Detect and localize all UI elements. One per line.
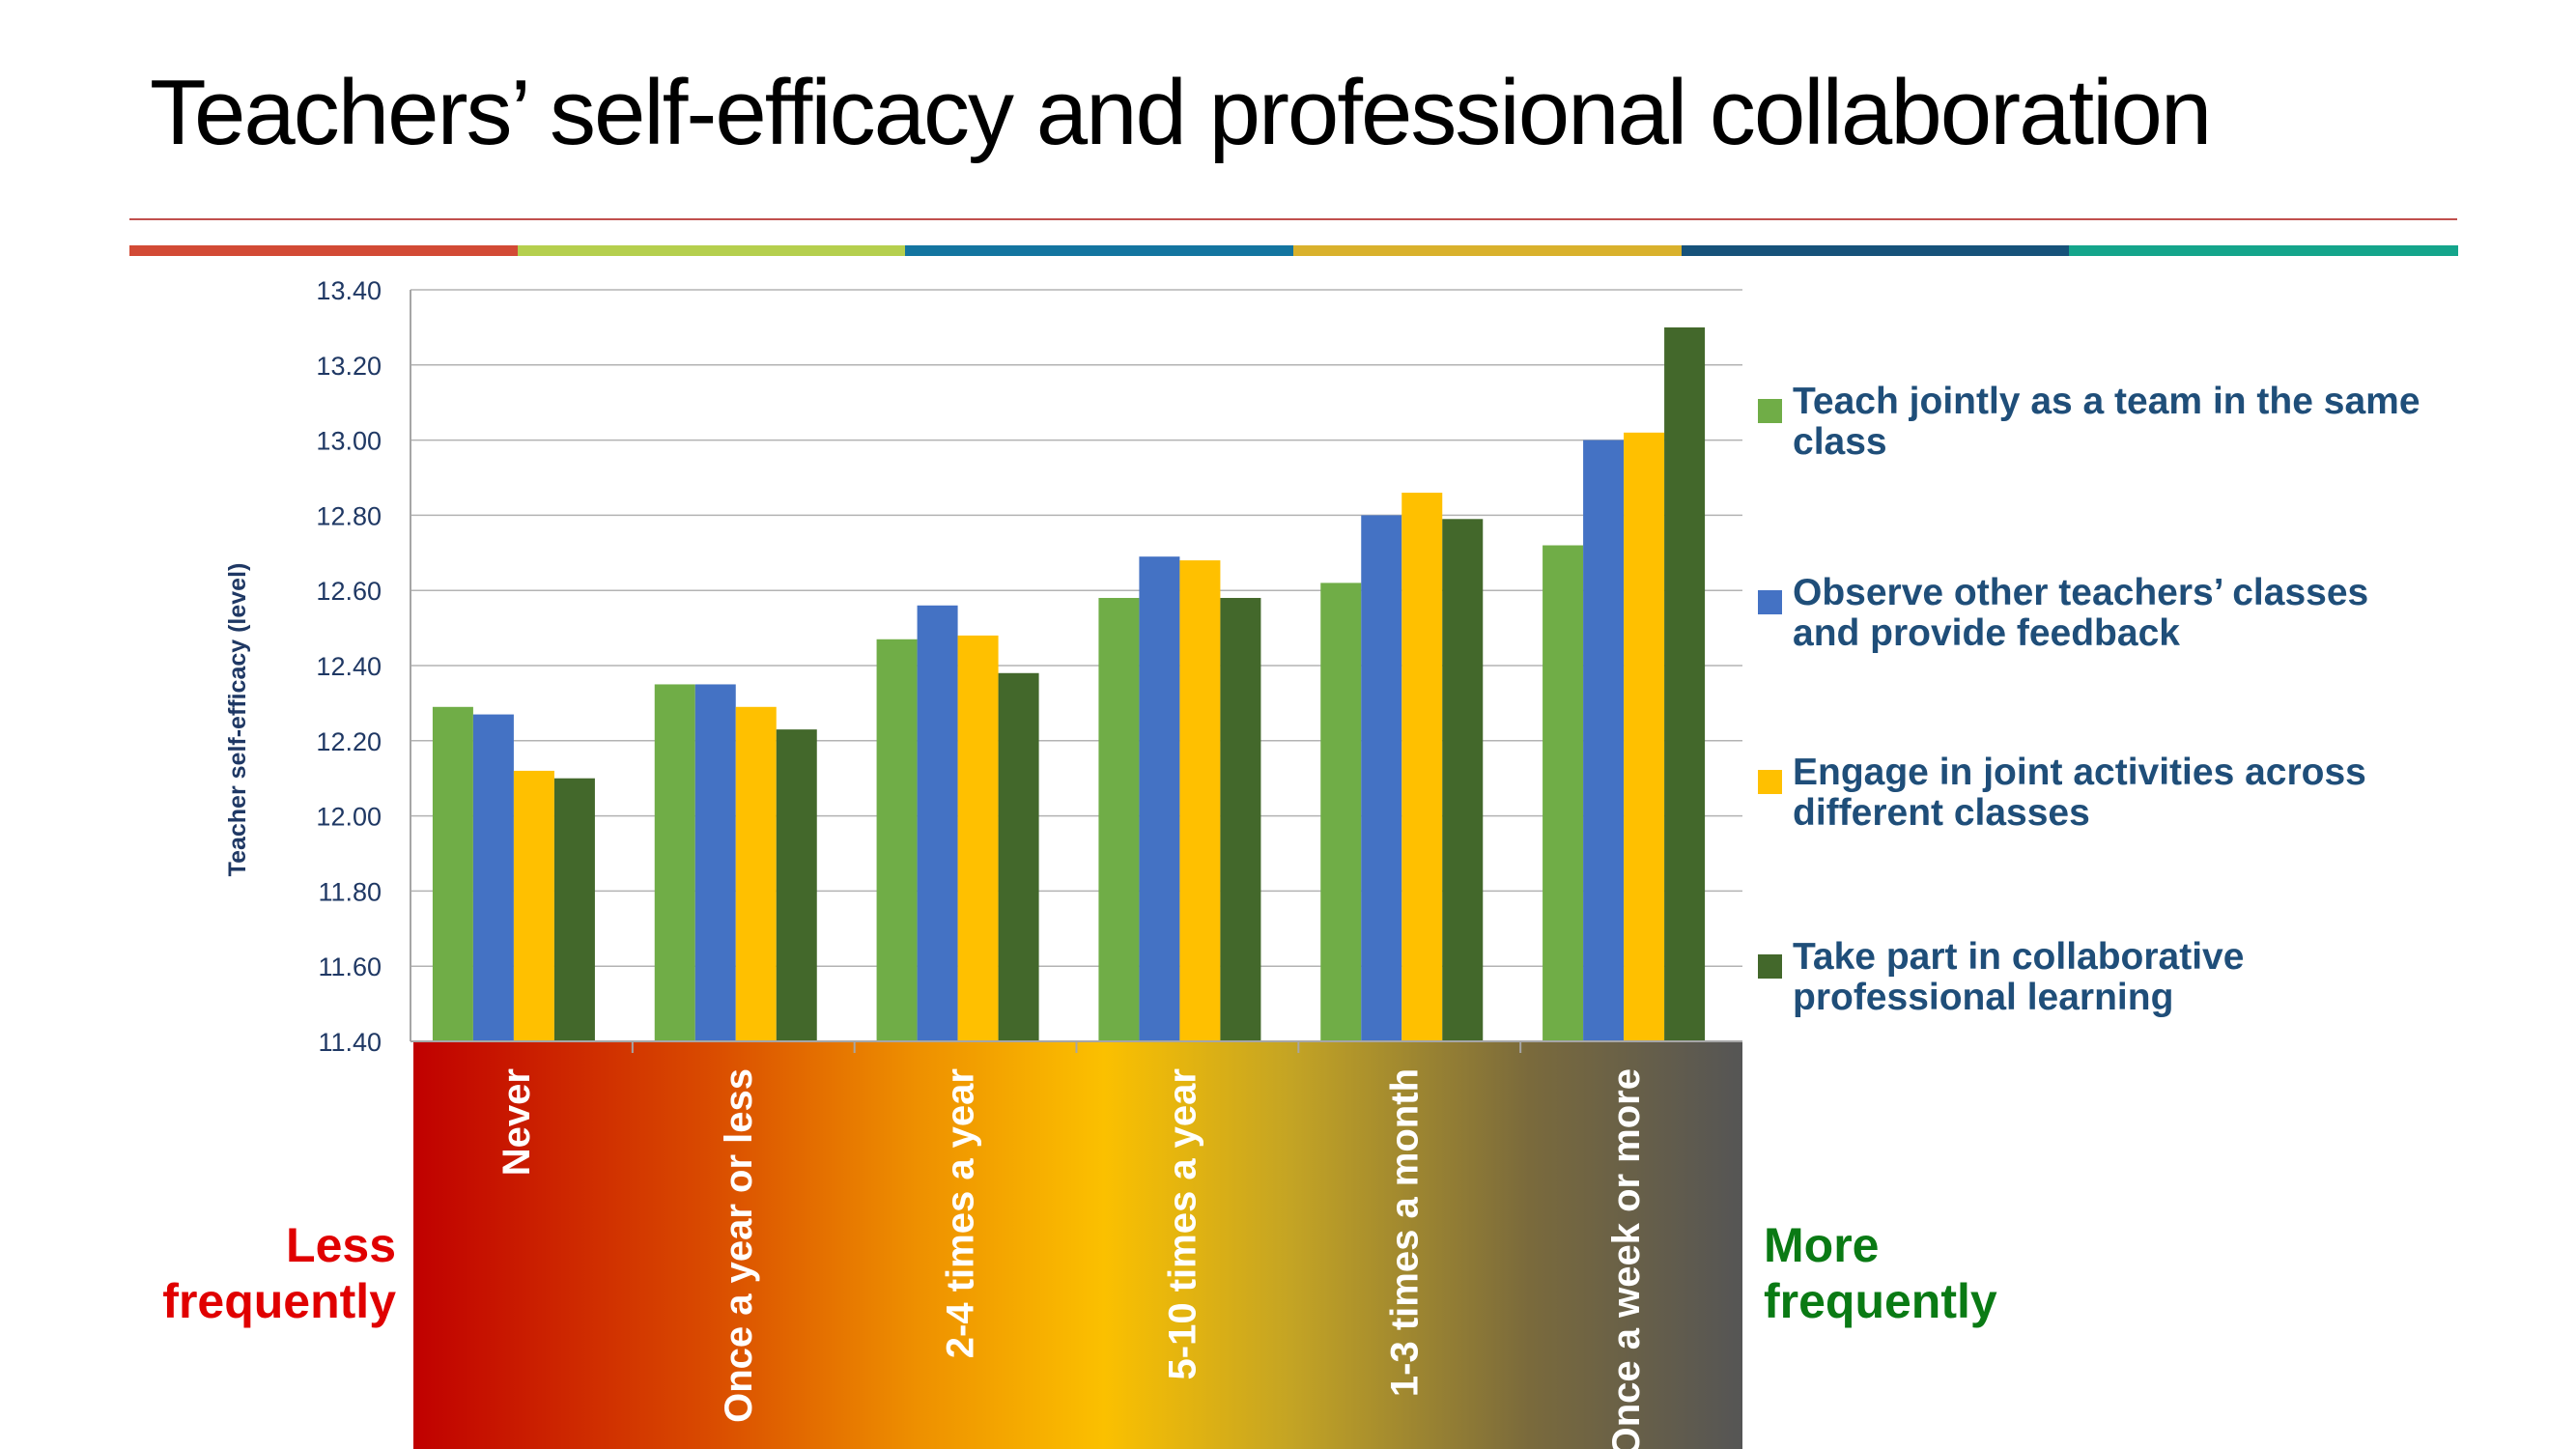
y-tick-label: 12.60 [316,577,382,606]
x-category-label: Once a year or less [718,1068,760,1423]
y-tick-label: 12.80 [316,501,382,530]
bar [1543,545,1584,1041]
bar [876,639,918,1041]
bar [1098,597,1140,1041]
bar [1361,515,1402,1041]
x-category-label: Never [495,1068,538,1176]
bar [654,684,695,1041]
bar [1583,440,1625,1042]
more-frequently-label: More frequently [1764,1217,2053,1329]
less-frequently-text: Less frequently [162,1218,396,1328]
y-tick-label: 13.00 [316,427,382,456]
y-tick-label: 12.00 [316,803,382,832]
legend-swatch [1758,770,1782,794]
bar [1664,327,1706,1041]
legend-label: Take part in collaborative professional … [1793,936,2245,1018]
legend-swatch [1758,590,1782,614]
x-category-label: 1-3 times a month [1383,1068,1426,1397]
bar [1401,493,1443,1041]
bar [1220,597,1261,1041]
bar [694,684,736,1041]
x-category-label: 5-10 times a year [1161,1068,1203,1379]
legend-swatch [1758,399,1782,423]
stripe-segment [129,245,519,256]
bar [917,605,958,1041]
bar [998,672,1039,1041]
stripe-segment [1681,245,2071,256]
bar [472,714,514,1041]
x-category-label: Once a week or more [1605,1068,1648,1449]
stripe-segment [905,245,1294,256]
bar [1179,560,1221,1041]
more-frequently-text: More frequently [1764,1218,1997,1328]
y-tick-label: 11.60 [318,952,382,981]
bar [1624,432,1665,1041]
y-tick-label: 12.20 [316,727,382,756]
bar [1320,582,1362,1041]
bar [432,706,473,1041]
y-tick-label: 12.40 [316,652,382,681]
y-tick-label: 13.20 [316,352,382,381]
bar [735,706,777,1041]
bar [513,770,554,1041]
less-frequently-label: Less frequently [135,1217,396,1329]
legend-label: Observe other teachers’ classes and prov… [1793,572,2369,654]
frequency-gradient-band [413,1042,1742,1449]
bar [1442,519,1484,1041]
stripe-segment [1293,245,1683,256]
stripe-segment [2069,245,2458,256]
y-axis-title: Teacher self-efficacy (level) [224,563,251,877]
stripe-segment [517,245,907,256]
bar [957,635,999,1041]
x-category-label: 2-4 times a year [940,1068,982,1358]
y-tick-label: 11.40 [318,1028,382,1057]
y-tick-label: 13.40 [316,276,382,305]
bar [553,778,595,1041]
legend-label: Teach jointly as a team in the same clas… [1793,381,2420,463]
title-divider [129,218,2457,220]
slide-title: Teachers’ self-efficacy and professional… [150,61,2212,164]
bar [776,729,817,1041]
y-tick-label: 11.80 [318,877,382,906]
bar [1139,556,1180,1041]
legend-swatch [1758,954,1782,979]
legend-label: Engage in joint activities across differ… [1793,752,2366,834]
